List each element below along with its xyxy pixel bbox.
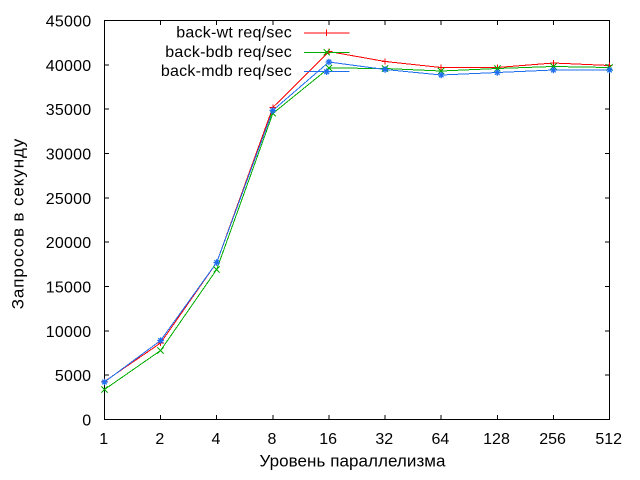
svg-text:512: 512	[595, 431, 622, 448]
svg-text:Запросов в секунду: Запросов в секунду	[9, 138, 28, 309]
svg-text:back-mdb req/sec: back-mdb req/sec	[161, 63, 292, 80]
svg-text:25000: 25000	[46, 191, 92, 208]
svg-text:32: 32	[375, 431, 393, 448]
svg-text:Уровень параллелизма: Уровень параллелизма	[260, 451, 447, 470]
svg-text:0: 0	[82, 413, 91, 430]
svg-text:45000: 45000	[46, 14, 92, 31]
svg-text:5000: 5000	[55, 368, 91, 385]
svg-text:30000: 30000	[46, 147, 92, 164]
svg-text:1: 1	[99, 431, 108, 448]
svg-text:256: 256	[539, 431, 566, 448]
svg-text:2: 2	[155, 431, 164, 448]
svg-text:35000: 35000	[46, 102, 92, 119]
svg-text:back-wt req/sec: back-wt req/sec	[176, 24, 292, 41]
svg-text:8: 8	[268, 431, 277, 448]
svg-text:10000: 10000	[46, 324, 92, 341]
svg-text:20000: 20000	[46, 235, 92, 252]
svg-text:64: 64	[432, 431, 450, 448]
svg-text:40000: 40000	[46, 58, 92, 75]
svg-text:4: 4	[211, 431, 220, 448]
svg-text:128: 128	[483, 431, 510, 448]
svg-text:16: 16	[319, 431, 337, 448]
svg-text:back-bdb req/sec: back-bdb req/sec	[165, 44, 292, 61]
svg-text:15000: 15000	[46, 280, 92, 297]
